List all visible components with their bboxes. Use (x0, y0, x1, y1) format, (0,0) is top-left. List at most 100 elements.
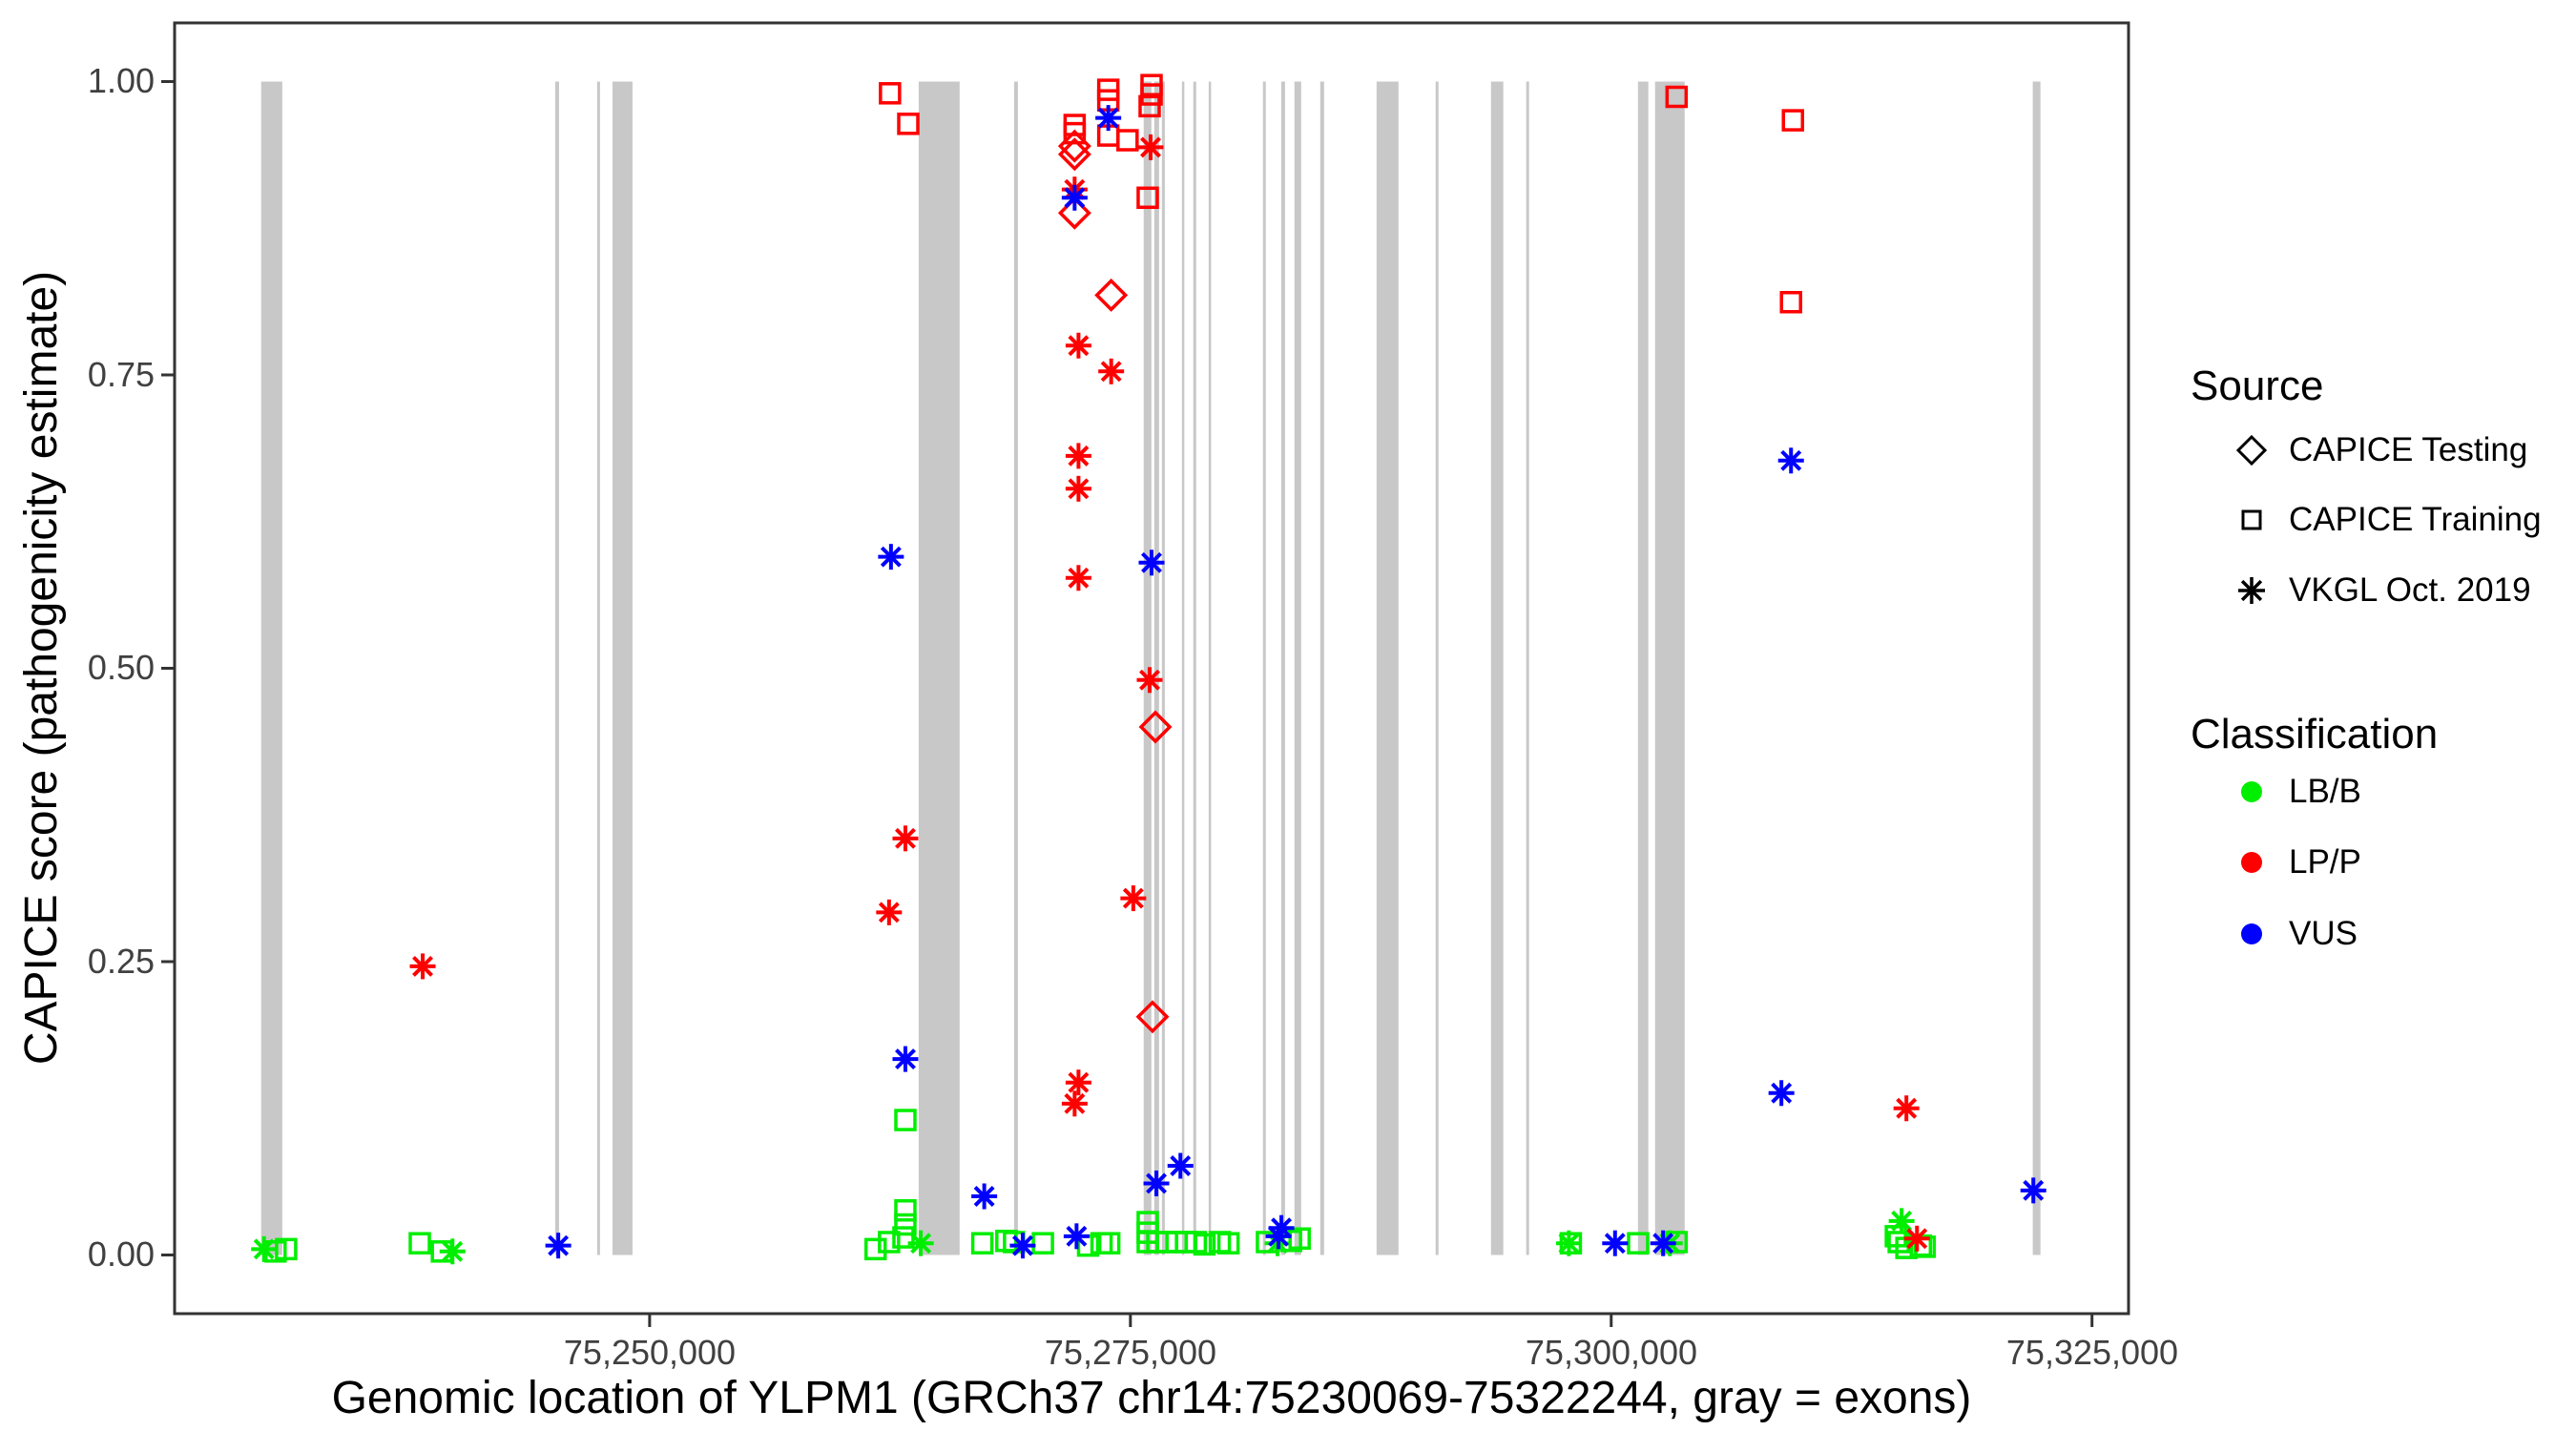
data-point (1627, 1232, 1650, 1255)
data-point (907, 1230, 934, 1256)
data-point (1887, 1231, 1910, 1254)
exon-bar (1161, 81, 1165, 1255)
exon-bar (1013, 81, 1018, 1255)
data-point (1138, 550, 1165, 576)
data-point (1116, 129, 1139, 152)
data-point (1559, 1232, 1583, 1255)
diamond-icon (2235, 434, 2268, 467)
data-point (892, 1046, 919, 1072)
exon-bar (554, 81, 559, 1255)
data-point (1167, 1152, 1194, 1179)
data-point (1065, 443, 1091, 469)
data-point (879, 82, 902, 105)
y-tick-label-0.50: 0.50 (87, 648, 155, 687)
y-tick-label-0.00: 0.00 (87, 1234, 155, 1274)
y-tick-label-0.25: 0.25 (87, 942, 155, 981)
data-point (1061, 184, 1088, 211)
legend-classification-title: Classification (2191, 711, 2439, 757)
legend-item-vus: VUS (2229, 911, 2358, 957)
red-dot-icon (2241, 852, 2262, 873)
data-point (1193, 1233, 1216, 1256)
data-point (995, 1229, 1018, 1253)
legend-item-capice-testing: CAPICE Testing (2229, 427, 2527, 473)
data-point (439, 1238, 466, 1265)
data-point (894, 1213, 917, 1236)
legend-item-capice-training: CAPICE Training (2229, 497, 2542, 543)
data-point (1265, 1223, 1292, 1250)
exon-bar (1153, 81, 1159, 1255)
y-axis-title: CAPICE score (pathogenicity estimate) (16, 270, 67, 1066)
data-point (894, 1199, 917, 1222)
legend-item-label: CAPICE Training (2289, 501, 2542, 538)
x-tick-label-75325000: 75,325,000 (2005, 1333, 2179, 1372)
data-point (1140, 83, 1163, 106)
data-point (1136, 186, 1159, 210)
exon-bar (1490, 81, 1504, 1255)
exon-bar (260, 81, 282, 1255)
data-point (971, 1183, 998, 1210)
exon-bar (1435, 81, 1439, 1255)
data-point (1063, 1223, 1090, 1250)
exon-bar (1294, 81, 1301, 1255)
data-point (1057, 196, 1091, 230)
data-point (1665, 85, 1689, 109)
data-point (1120, 885, 1147, 912)
data-point (894, 1109, 917, 1131)
panel-border (173, 21, 2130, 1316)
data-point (1602, 1230, 1629, 1256)
data-point (1893, 1095, 1920, 1122)
legend-item-lbb: LB/B (2229, 769, 2361, 815)
data-point (1143, 1170, 1170, 1196)
data-point (1065, 475, 1091, 502)
data-point (408, 1232, 431, 1255)
data-point (1031, 1232, 1054, 1255)
green-dot-icon (2241, 781, 2262, 802)
data-point (409, 953, 436, 980)
data-point (876, 899, 903, 925)
data-point (545, 1233, 571, 1259)
exon-bar (1376, 81, 1399, 1255)
x-tick-label-75250000: 75,250,000 (563, 1333, 737, 1372)
square-icon (2241, 509, 2262, 530)
data-point (1094, 278, 1129, 312)
data-point (1097, 1232, 1121, 1255)
data-point (1063, 121, 1087, 145)
data-point (1135, 1000, 1170, 1034)
data-point (1098, 358, 1125, 384)
data-point (897, 113, 920, 135)
exon-bar (1637, 81, 1649, 1255)
legend-source-title: Source (2191, 363, 2324, 409)
legend-item-label: VUS (2289, 915, 2358, 952)
data-point (1777, 447, 1804, 474)
exon-bar (918, 81, 960, 1255)
blue-dot-icon (2241, 923, 2262, 944)
data-point (1779, 290, 1802, 314)
data-point (1061, 1090, 1088, 1117)
exon-bar (596, 81, 600, 1255)
legend-item-label: VKGL Oct. 2019 (2289, 571, 2531, 609)
data-point (1057, 137, 1091, 172)
exon-bar (1262, 81, 1266, 1255)
legend-item-vkgl: VKGL Oct. 2019 (2229, 568, 2531, 613)
data-point (1138, 710, 1173, 744)
data-point (1216, 1232, 1240, 1255)
x-axis-title: Genomic location of YLPM1 (GRCh37 chr14:… (331, 1373, 1972, 1423)
data-point (1137, 134, 1164, 160)
data-point (970, 1232, 994, 1255)
x-tick-label-75300000: 75,300,000 (1525, 1333, 1698, 1372)
data-point (1009, 1233, 1036, 1259)
data-point (1136, 667, 1163, 694)
legend-item-label: LB/B (2289, 773, 2361, 810)
data-point (1903, 1225, 1930, 1252)
data-point (1065, 332, 1091, 359)
data-point (1768, 1080, 1795, 1107)
exon-bar (1280, 81, 1285, 1255)
data-point (863, 1237, 887, 1261)
data-point (275, 1237, 298, 1261)
x-tick-label-75275000: 75,275,000 (1044, 1333, 1217, 1372)
exon-bar (1654, 81, 1685, 1255)
y-tick-label-1.00: 1.00 (87, 61, 155, 100)
legend-item-label: LP/P (2289, 843, 2361, 881)
data-point (878, 544, 904, 570)
